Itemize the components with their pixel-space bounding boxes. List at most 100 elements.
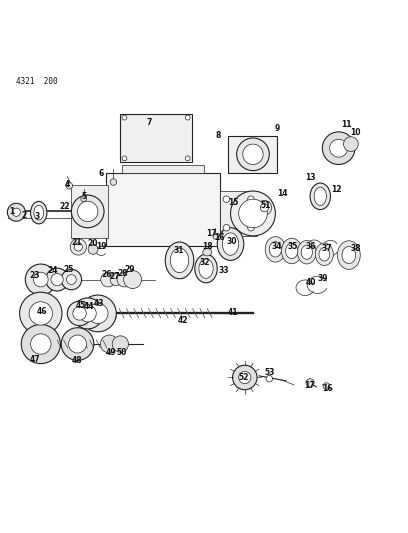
Ellipse shape (165, 242, 194, 279)
Circle shape (66, 182, 73, 189)
Circle shape (112, 336, 129, 352)
Text: 37: 37 (322, 244, 333, 253)
Bar (220, 191, 257, 236)
Circle shape (122, 156, 127, 161)
Text: 25: 25 (63, 265, 74, 274)
Circle shape (100, 335, 118, 353)
Text: 6: 6 (99, 169, 104, 178)
Circle shape (323, 383, 330, 389)
Text: 45: 45 (75, 301, 86, 310)
Ellipse shape (195, 254, 217, 283)
Circle shape (122, 115, 127, 120)
Text: 3: 3 (34, 212, 39, 221)
Text: 21: 21 (71, 238, 82, 247)
Text: 26: 26 (102, 270, 112, 279)
Text: 36: 36 (306, 243, 316, 252)
Circle shape (79, 305, 96, 322)
Circle shape (237, 138, 269, 171)
Text: 4321  200: 4321 200 (16, 77, 58, 86)
Text: 11: 11 (341, 120, 352, 129)
Text: 9: 9 (275, 124, 280, 133)
Ellipse shape (319, 247, 330, 261)
Ellipse shape (31, 201, 47, 224)
Text: 32: 32 (200, 258, 210, 267)
Text: 5: 5 (81, 192, 86, 201)
Text: 31: 31 (173, 246, 184, 255)
Circle shape (248, 196, 254, 203)
Text: 48: 48 (71, 356, 82, 365)
Circle shape (223, 224, 230, 231)
Circle shape (213, 235, 218, 239)
Ellipse shape (34, 205, 44, 220)
Circle shape (185, 156, 190, 161)
Circle shape (266, 375, 273, 382)
Text: 29: 29 (124, 265, 135, 274)
Ellipse shape (337, 241, 360, 269)
Circle shape (67, 301, 92, 326)
Circle shape (101, 272, 115, 287)
Circle shape (70, 239, 86, 255)
Ellipse shape (203, 248, 212, 256)
Circle shape (239, 199, 267, 228)
Circle shape (185, 115, 190, 120)
Ellipse shape (286, 244, 298, 259)
Text: 4: 4 (65, 180, 70, 189)
Circle shape (67, 274, 76, 285)
Bar (106, 173, 220, 246)
Text: 39: 39 (318, 274, 328, 283)
Text: 17: 17 (304, 381, 315, 390)
Circle shape (257, 200, 272, 215)
Text: 40: 40 (306, 278, 316, 287)
Circle shape (72, 298, 103, 329)
Text: 8: 8 (215, 132, 221, 140)
Circle shape (110, 179, 117, 185)
Ellipse shape (342, 246, 356, 264)
Ellipse shape (269, 241, 282, 257)
Text: 24: 24 (48, 266, 58, 275)
Ellipse shape (199, 259, 213, 278)
Text: 17: 17 (206, 229, 217, 238)
Text: 38: 38 (350, 244, 361, 253)
Text: 47: 47 (29, 355, 40, 364)
Circle shape (330, 139, 348, 157)
Text: 33: 33 (218, 266, 229, 275)
Circle shape (124, 271, 142, 288)
Circle shape (243, 144, 263, 165)
Ellipse shape (265, 237, 286, 262)
Text: 42: 42 (177, 316, 188, 325)
Text: 16: 16 (322, 384, 333, 393)
Circle shape (239, 372, 251, 384)
Circle shape (25, 264, 56, 295)
Bar (120, 114, 192, 163)
Circle shape (223, 196, 230, 203)
Text: 43: 43 (93, 298, 104, 308)
Text: 51: 51 (260, 201, 271, 210)
Ellipse shape (315, 243, 333, 265)
Circle shape (21, 325, 60, 364)
Circle shape (306, 379, 314, 387)
Circle shape (74, 243, 82, 251)
Text: 20: 20 (88, 239, 98, 248)
Text: 53: 53 (265, 368, 275, 377)
Text: 13: 13 (306, 173, 316, 182)
Text: 44: 44 (84, 302, 94, 311)
Ellipse shape (297, 240, 316, 264)
Text: 1: 1 (10, 207, 15, 216)
Circle shape (110, 273, 122, 286)
Text: 27: 27 (110, 272, 120, 281)
Circle shape (117, 272, 132, 287)
Ellipse shape (310, 183, 330, 209)
Text: 34: 34 (271, 241, 282, 251)
Text: 41: 41 (228, 308, 239, 317)
Text: 18: 18 (202, 241, 213, 251)
Text: 2: 2 (21, 211, 26, 220)
Text: 15: 15 (228, 198, 239, 206)
Circle shape (12, 208, 20, 216)
Text: 30: 30 (226, 237, 237, 246)
Text: 46: 46 (36, 307, 47, 316)
Text: 19: 19 (96, 243, 106, 252)
Circle shape (20, 292, 62, 335)
Bar (71, 185, 108, 238)
Text: 52: 52 (239, 373, 249, 382)
Circle shape (33, 272, 48, 287)
